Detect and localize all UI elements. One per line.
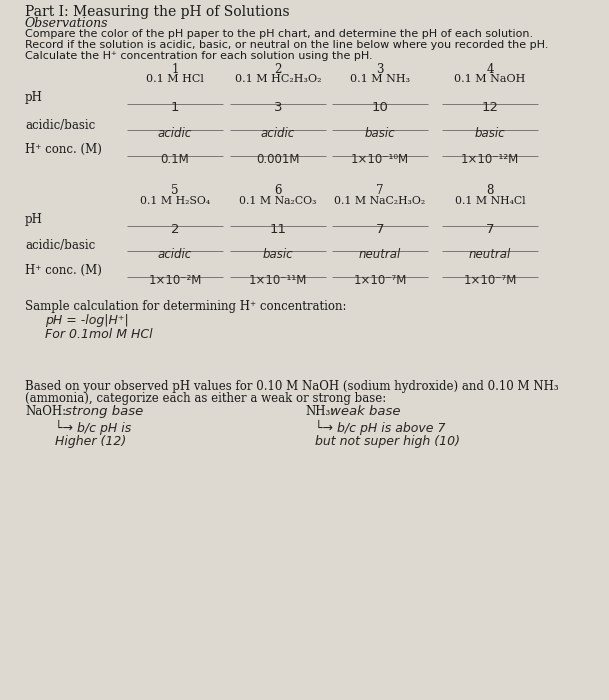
Text: 7: 7 (486, 223, 495, 236)
Text: 1×10⁻⁷M: 1×10⁻⁷M (353, 274, 407, 287)
Text: Part I: Measuring the pH of Solutions: Part I: Measuring the pH of Solutions (25, 5, 290, 19)
Text: 1×10⁻⁷M: 1×10⁻⁷M (463, 274, 516, 287)
Text: pH = -log|H⁺|: pH = -log|H⁺| (45, 314, 128, 327)
Text: 1: 1 (171, 101, 179, 114)
Text: 6: 6 (274, 184, 282, 197)
Text: 3: 3 (376, 63, 384, 76)
Text: Observations: Observations (25, 17, 108, 30)
Text: 10: 10 (371, 101, 389, 114)
Text: 11: 11 (270, 223, 286, 236)
Text: 0.1 M NaC₂H₃O₂: 0.1 M NaC₂H₃O₂ (334, 196, 426, 206)
Text: H⁺ conc. (M): H⁺ conc. (M) (25, 143, 102, 156)
Text: 1: 1 (171, 63, 178, 76)
Text: 2: 2 (274, 63, 282, 76)
Text: acidic: acidic (261, 127, 295, 140)
Text: basic: basic (365, 127, 395, 140)
Text: basic: basic (262, 248, 294, 261)
Text: (ammonia), categorize each as either a weak or strong base:: (ammonia), categorize each as either a w… (25, 392, 386, 405)
Text: Higher (12): Higher (12) (55, 435, 126, 448)
Text: pH: pH (25, 91, 43, 104)
Text: For 0.1mol M HCl: For 0.1mol M HCl (45, 328, 153, 341)
Text: acidic: acidic (158, 127, 192, 140)
Text: 1×10⁻¹⁰M: 1×10⁻¹⁰M (351, 153, 409, 166)
Text: Calculate the H⁺ concentration for each solution using the pH.: Calculate the H⁺ concentration for each … (25, 51, 373, 61)
Text: 4: 4 (486, 63, 494, 76)
Text: 12: 12 (482, 101, 499, 114)
Text: acidic/basic: acidic/basic (25, 239, 95, 252)
Text: 0.1 M NaOH: 0.1 M NaOH (454, 74, 526, 84)
Text: Record if the solution is acidic, basic, or neutral on the line below where you : Record if the solution is acidic, basic,… (25, 40, 548, 50)
Text: 0.1 M NH₄Cl: 0.1 M NH₄Cl (455, 196, 526, 206)
Text: strong base: strong base (65, 405, 143, 418)
Text: 0.1 M Na₂CO₃: 0.1 M Na₂CO₃ (239, 196, 317, 206)
Text: NH₃:: NH₃: (305, 405, 334, 418)
Text: acidic/basic: acidic/basic (25, 119, 95, 132)
Text: 3: 3 (274, 101, 282, 114)
Text: acidic: acidic (158, 248, 192, 261)
Text: neutral: neutral (469, 248, 511, 261)
Text: └→ b/c pH is: └→ b/c pH is (55, 420, 132, 435)
Text: Compare the color of the pH paper to the pH chart, and determine the pH of each : Compare the color of the pH paper to the… (25, 29, 533, 39)
Text: 0.1 M HCl: 0.1 M HCl (146, 74, 204, 84)
Text: 2: 2 (171, 223, 179, 236)
Text: pH: pH (25, 213, 43, 226)
Text: Sample calculation for determining H⁺ concentration:: Sample calculation for determining H⁺ co… (25, 300, 347, 313)
Text: weak base: weak base (330, 405, 401, 418)
Text: 1×10⁻²M: 1×10⁻²M (149, 274, 202, 287)
Text: 0.1 M H₂SO₄: 0.1 M H₂SO₄ (140, 196, 210, 206)
Text: Based on your observed pH values for 0.10 M NaOH (sodium hydroxide) and 0.10 M N: Based on your observed pH values for 0.1… (25, 380, 558, 393)
Text: 5: 5 (171, 184, 179, 197)
Text: but not super high (10): but not super high (10) (315, 435, 460, 448)
Text: H⁺ conc. (M): H⁺ conc. (M) (25, 264, 102, 277)
Text: 8: 8 (487, 184, 494, 197)
Text: NaOH:: NaOH: (25, 405, 66, 418)
Text: 0.001M: 0.001M (256, 153, 300, 166)
Text: 0.1 M HC₂H₃O₂: 0.1 M HC₂H₃O₂ (234, 74, 322, 84)
Text: 0.1M: 0.1M (161, 153, 189, 166)
Text: basic: basic (474, 127, 505, 140)
Text: 0.1 M NH₃: 0.1 M NH₃ (350, 74, 410, 84)
Text: neutral: neutral (359, 248, 401, 261)
Text: 7: 7 (376, 223, 384, 236)
Text: 1×10⁻¹¹M: 1×10⁻¹¹M (249, 274, 307, 287)
Text: 7: 7 (376, 184, 384, 197)
Text: 1×10⁻¹²M: 1×10⁻¹²M (461, 153, 519, 166)
Text: └→ b/c pH is above 7: └→ b/c pH is above 7 (315, 420, 446, 435)
